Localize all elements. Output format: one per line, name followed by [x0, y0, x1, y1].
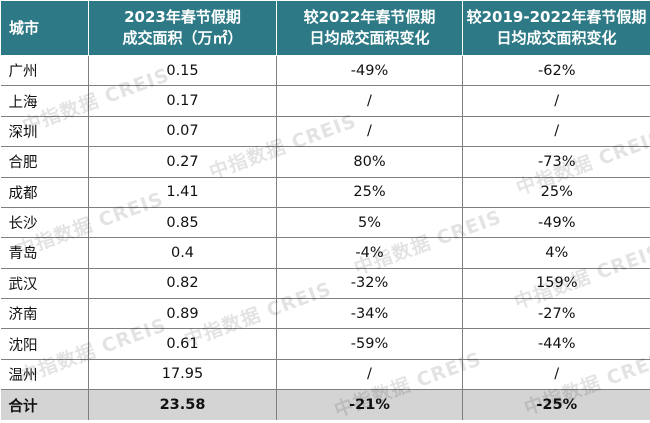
vs-2019-2022-cell: / [463, 359, 650, 389]
city-cell: 温州 [1, 359, 89, 389]
vs-2019-2022-cell: -73% [463, 147, 650, 177]
header-vs-2019-2022: 较2019-2022年春节假期 日均成交面积变化 [463, 1, 650, 56]
volume-cell: 0.15 [89, 56, 277, 86]
vs-2022-cell: 5% [277, 207, 463, 237]
volume-cell: 0.17 [89, 86, 277, 116]
city-cell: 上海 [1, 86, 89, 116]
vs-2022-cell: -49% [277, 56, 463, 86]
vs-2022-cell: / [277, 86, 463, 116]
header-2023-volume-line2: 成交面积（万㎡） [89, 28, 276, 49]
city-cell: 青岛 [1, 238, 89, 268]
vs-2019-2022-cell: -62% [463, 56, 650, 86]
header-vs-2022-line2: 日均成交面积变化 [277, 28, 462, 49]
total-vs-2022: -21% [277, 390, 463, 420]
header-2023-volume: 2023年春节假期 成交面积（万㎡） [89, 1, 277, 56]
header-vs-2022-line1: 较2022年春节假期 [277, 7, 462, 28]
total-label: 合计 [1, 390, 89, 420]
total-vs-2019-2022: -25% [463, 390, 650, 420]
vs-2019-2022-cell: / [463, 86, 650, 116]
volume-cell: 0.61 [89, 329, 277, 359]
vs-2019-2022-cell: -49% [463, 207, 650, 237]
header-row: 城市 2023年春节假期 成交面积（万㎡） 较2022年春节假期 日均成交面积变… [1, 1, 650, 56]
vs-2019-2022-cell: / [463, 116, 650, 146]
volume-cell: 17.95 [89, 359, 277, 389]
vs-2022-cell: -34% [277, 299, 463, 329]
city-cell: 沈阳 [1, 329, 89, 359]
total-volume: 23.58 [89, 390, 277, 420]
header-vs-2019-2022-line2: 日均成交面积变化 [463, 28, 650, 49]
vs-2022-cell: -4% [277, 238, 463, 268]
vs-2019-2022-cell: 159% [463, 268, 650, 298]
header-vs-2019-2022-line1: 较2019-2022年春节假期 [463, 7, 650, 28]
header-vs-2022: 较2022年春节假期 日均成交面积变化 [277, 1, 463, 56]
volume-cell: 0.4 [89, 238, 277, 268]
vs-2019-2022-cell: 4% [463, 238, 650, 268]
city-cell: 长沙 [1, 207, 89, 237]
vs-2022-cell: -59% [277, 329, 463, 359]
vs-2019-2022-cell: -27% [463, 299, 650, 329]
header-city: 城市 [1, 1, 89, 56]
vs-2022-cell: 25% [277, 177, 463, 207]
vs-2019-2022-cell: 25% [463, 177, 650, 207]
volume-cell: 1.41 [89, 177, 277, 207]
vs-2019-2022-cell: -44% [463, 329, 650, 359]
vs-2022-cell: 80% [277, 147, 463, 177]
city-cell: 成都 [1, 177, 89, 207]
city-cell: 广州 [1, 56, 89, 86]
volume-cell: 0.07 [89, 116, 277, 146]
vs-2022-cell: -32% [277, 268, 463, 298]
city-cell: 武汉 [1, 268, 89, 298]
header-2023-volume-line1: 2023年春节假期 [89, 7, 276, 28]
city-cell: 深圳 [1, 116, 89, 146]
volume-cell: 0.27 [89, 147, 277, 177]
volume-cell: 0.82 [89, 268, 277, 298]
volume-cell: 0.85 [89, 207, 277, 237]
vs-2022-cell: / [277, 116, 463, 146]
total-row: 合计 23.58 -21% -25% [1, 390, 650, 420]
city-cell: 济南 [1, 299, 89, 329]
volume-cell: 0.89 [89, 299, 277, 329]
city-cell: 合肥 [1, 147, 89, 177]
vs-2022-cell: / [277, 359, 463, 389]
